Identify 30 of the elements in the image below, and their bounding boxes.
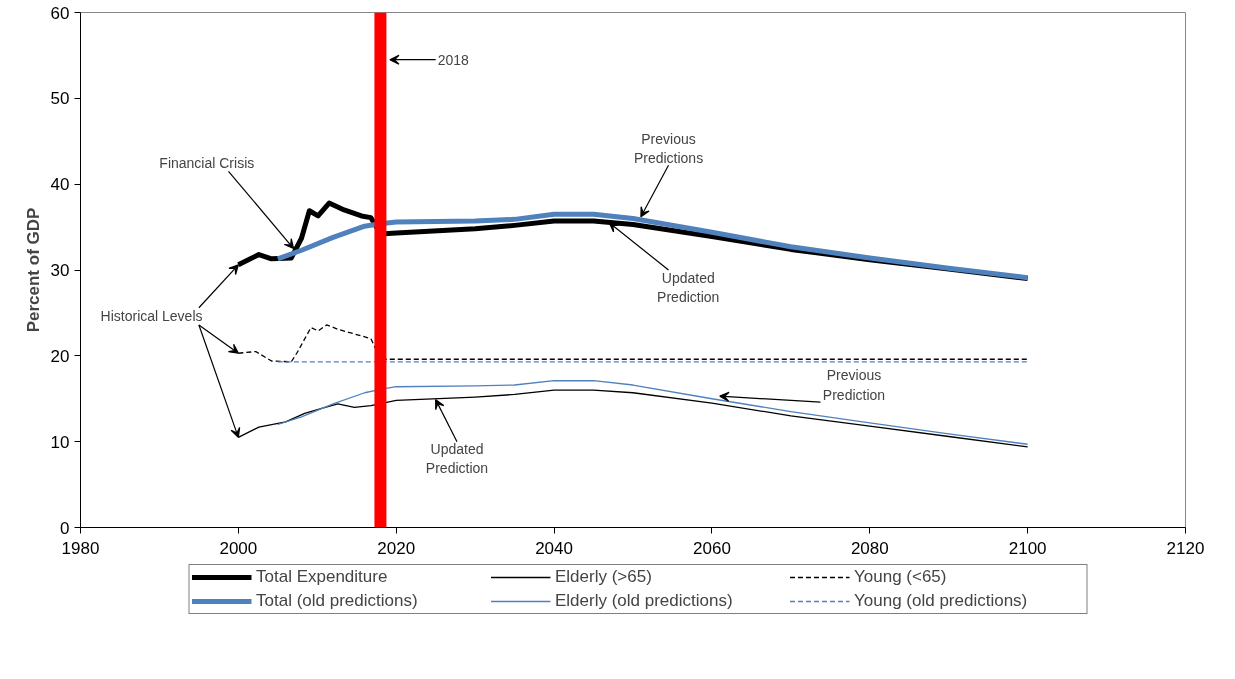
legend-label: Elderly (>65) bbox=[555, 567, 653, 587]
y-tick-label: 50 bbox=[50, 89, 70, 109]
x-tick-label: 2040 bbox=[535, 538, 573, 558]
x-tick-label: 2100 bbox=[1008, 538, 1047, 558]
x-tick-label: 2060 bbox=[693, 538, 731, 558]
x-tick-label: 2020 bbox=[377, 538, 416, 558]
x-tick-label: 2080 bbox=[850, 538, 889, 558]
y-tick-label: 0 bbox=[60, 518, 70, 538]
y-tick-label: 60 bbox=[50, 3, 70, 23]
y-tick-label: 10 bbox=[50, 432, 70, 452]
x-tick-label: 1980 bbox=[61, 538, 100, 558]
annotation: Updated Prediction bbox=[425, 441, 489, 477]
legend-label: Young (<65) bbox=[854, 567, 948, 587]
y-tick-label: 40 bbox=[50, 175, 70, 195]
line-series bbox=[277, 380, 1029, 445]
legend-label: Total (old predictions) bbox=[256, 591, 419, 611]
legend-label: Young (old predictions) bbox=[854, 591, 1029, 611]
ref-line-label: 2018 bbox=[437, 51, 470, 68]
annotation: Previous Predictions bbox=[633, 130, 704, 166]
annotation: Previous Prediction bbox=[822, 367, 886, 403]
y-tick-label: 30 bbox=[50, 261, 70, 280]
x-tick-label: 2120 bbox=[1166, 538, 1205, 558]
legend-label: Elderly (old predictions) bbox=[555, 591, 734, 611]
annotation: Historical Levels bbox=[100, 308, 203, 325]
annotation: Updated Prediction bbox=[657, 269, 720, 305]
y-axis-title: Percent of GDP bbox=[23, 207, 43, 333]
legend-label: Total Expenditure bbox=[256, 567, 389, 587]
annotation: Financial Crisis bbox=[159, 154, 255, 171]
y-tick-label: 20 bbox=[50, 346, 70, 366]
x-tick-label: 2000 bbox=[219, 538, 258, 558]
